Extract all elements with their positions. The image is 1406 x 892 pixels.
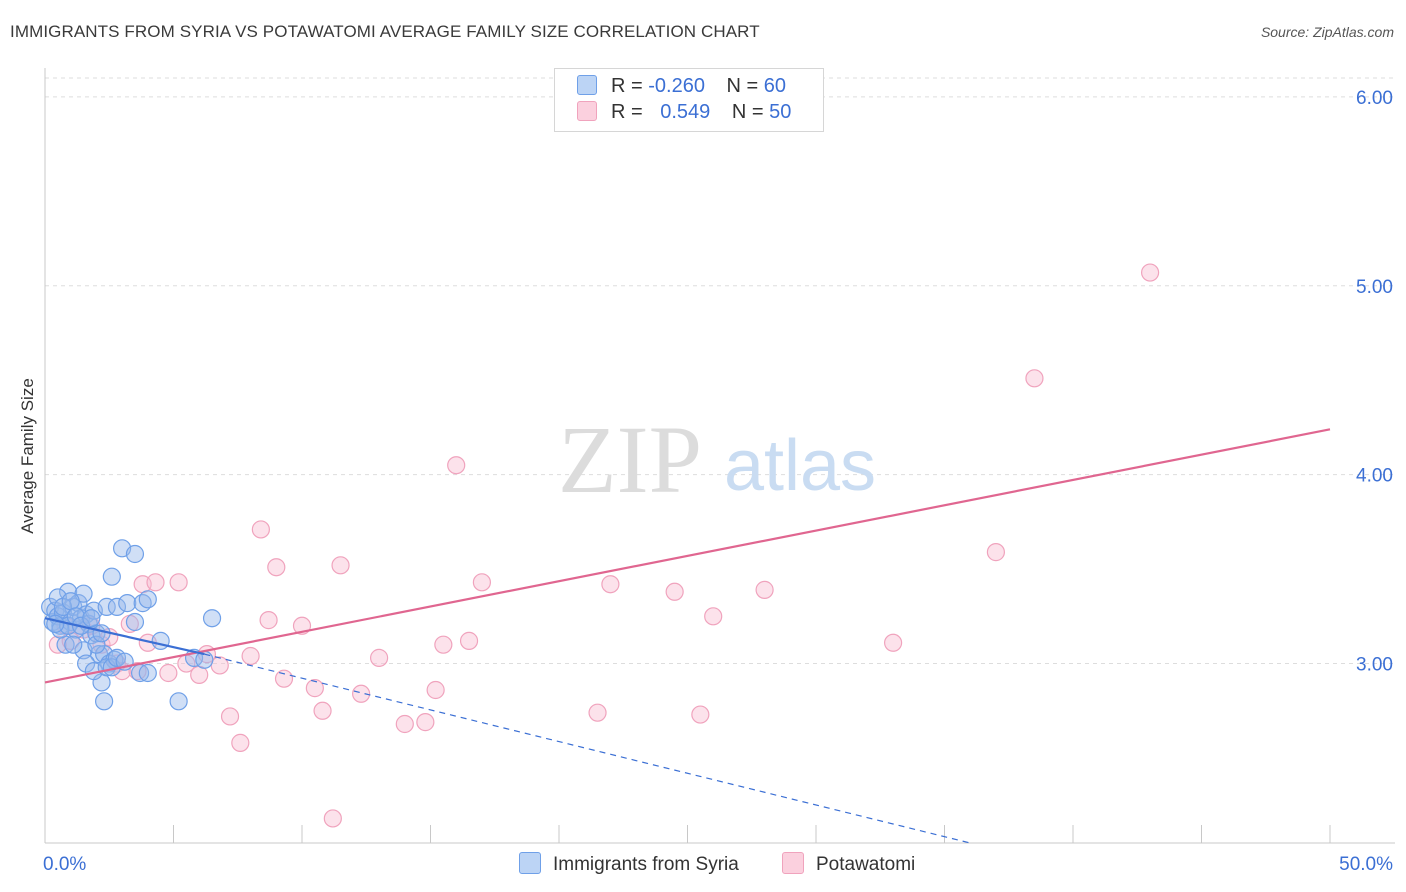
potawatomi-point [146, 573, 165, 592]
syria-point [102, 567, 121, 586]
potawatomi-point [395, 714, 414, 734]
potawatomi-point [169, 573, 188, 592]
syria-point [118, 594, 137, 613]
syria-point [87, 635, 106, 654]
correlation-legend: R = -0.260 N = 60 R = 0.549 N = 50 [554, 68, 824, 132]
syria-point [202, 609, 222, 628]
syria-point [125, 612, 145, 632]
potawatomi-point [313, 701, 332, 720]
syria-point [64, 635, 83, 654]
syria-points [41, 539, 222, 711]
y-axis-label: Average Family Size [18, 378, 37, 534]
watermark: ZIP atlas [558, 406, 876, 513]
y-tick-label: 4.00 [1356, 466, 1393, 487]
potawatomi-point [331, 556, 350, 575]
syria-point [107, 597, 127, 616]
legend-swatch-pink [577, 101, 597, 121]
axes [44, 68, 1395, 844]
potawatomi-point [986, 543, 1006, 562]
syria-point [169, 692, 188, 711]
potawatomi-point [434, 635, 453, 654]
potawatomi-point [159, 663, 178, 683]
potawatomi-point [259, 611, 278, 630]
potawatomi-point [416, 713, 435, 732]
potawatomi-point [665, 582, 684, 601]
source-label: Source: ZipAtlas.com [1260, 24, 1394, 40]
watermark-zip: ZIP [558, 406, 702, 513]
syria-point [82, 609, 101, 628]
bottom-legend-label: Immigrants from Syria [553, 854, 739, 875]
bottom-legend-swatch-blue [519, 852, 541, 874]
syria-point [61, 592, 80, 611]
legend-r-value: -0.260 [648, 75, 705, 97]
syria-point [151, 631, 170, 650]
potawatomi-point [426, 680, 445, 700]
watermark-atlas: atlas [724, 426, 876, 506]
syria-point [125, 544, 145, 564]
bottom-legend-syria: Immigrants from Syria [519, 852, 739, 876]
syria-point [95, 692, 114, 711]
potawatomi-point [267, 558, 286, 577]
potawatomi-point [883, 633, 903, 652]
potawatomi-point [755, 580, 774, 599]
syria-point [77, 654, 96, 673]
tick-labels: 3.00 4.00 5.00 6.00 0.0% 50.0% [43, 88, 1393, 875]
legend-n-label: N = [731, 101, 764, 123]
potawatomi-point [1025, 369, 1044, 388]
potawatomi-point [691, 705, 710, 724]
x-tick-label-max: 50.0% [1339, 854, 1393, 875]
legend-r-label: R = [611, 75, 643, 97]
legend-r-value: 0.549 [660, 101, 711, 123]
legend-row-potawatomi: R = 0.549 N = 50 [577, 101, 791, 127]
potawatomi-point [601, 575, 620, 594]
potawatomi-point [472, 573, 491, 592]
potawatomi-point [241, 646, 260, 666]
x-tick-label-min: 0.0% [43, 854, 86, 875]
syria-point [97, 597, 116, 616]
legend-n-label: N = [726, 75, 759, 97]
potawatomi-point [459, 631, 479, 650]
syria-point [138, 590, 157, 609]
bottom-legend-label: Potawatomi [816, 854, 916, 875]
legend-n-value: 60 [763, 75, 787, 97]
potawatomi-point [704, 607, 723, 626]
syria-trend-line [44, 617, 205, 656]
potawatomi-point [447, 456, 466, 475]
potawatomi-points [48, 263, 1160, 828]
potawatomi-point [231, 733, 250, 752]
potawatomi-point [251, 520, 270, 539]
bottom-legend-swatch-pink [782, 852, 804, 874]
potawatomi-point [1140, 263, 1160, 282]
potawatomi-point [370, 648, 389, 667]
potawatomi-point [352, 684, 371, 703]
legend-row-syria: R = -0.260 N = 60 [577, 75, 786, 101]
potawatomi-trend-line [44, 428, 1331, 684]
y-tick-label: 5.00 [1356, 277, 1393, 298]
legend-swatch-blue [577, 75, 597, 95]
potawatomi-point [220, 707, 240, 726]
trend-lines [44, 428, 1331, 844]
legend-n-value: 50 [769, 101, 792, 123]
potawatomi-point [274, 669, 294, 688]
grid-lines [45, 77, 1395, 665]
potawatomi-point [323, 809, 342, 828]
chart-title: IMMIGRANTS FROM SYRIA VS POTAWATOMI AVER… [10, 22, 760, 41]
y-tick-label: 6.00 [1356, 88, 1393, 109]
potawatomi-point [588, 703, 607, 722]
legend-r-label: R = [611, 101, 643, 123]
syria-point [138, 663, 157, 683]
potawatomi-point [305, 679, 324, 698]
potawatomi-point [190, 665, 209, 684]
bottom-legend-potawatomi: Potawatomi [782, 852, 915, 876]
syria-point [46, 614, 65, 633]
y-tick-label: 3.00 [1356, 655, 1393, 676]
